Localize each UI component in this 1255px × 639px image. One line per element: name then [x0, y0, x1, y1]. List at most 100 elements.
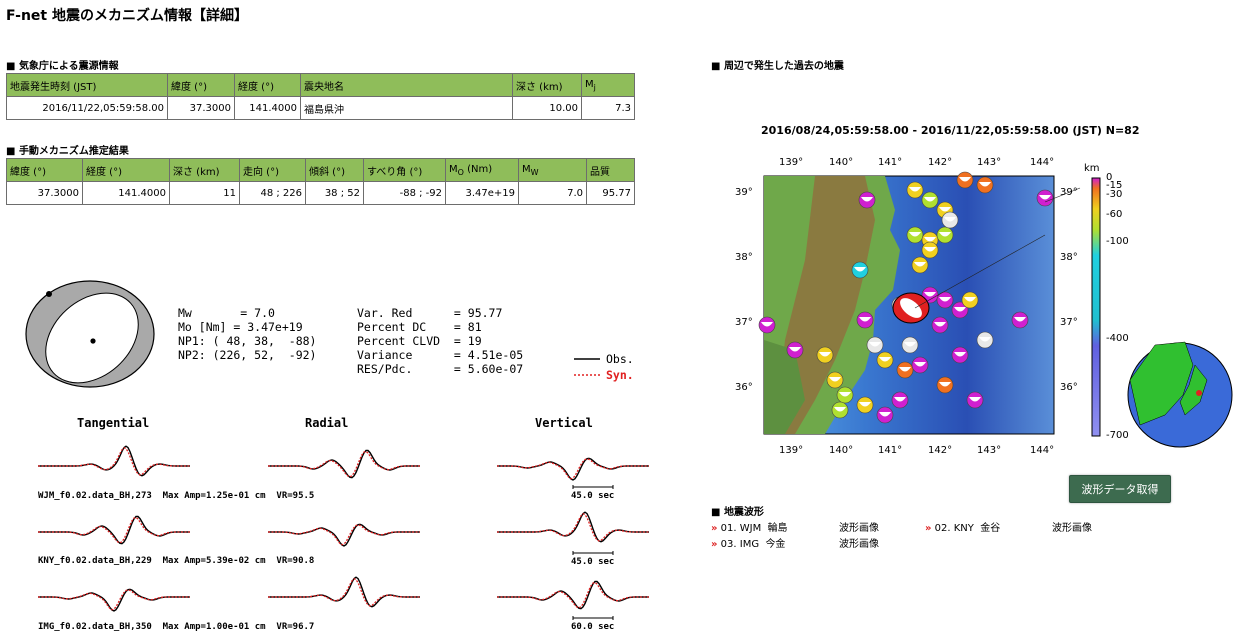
earthquake-marker-nodal: [924, 247, 936, 252]
double-arrow-icon: »: [711, 523, 718, 534]
depth-unit: km: [1084, 163, 1100, 174]
mech-col-lat: 緯度 (°): [6, 158, 83, 182]
earthquake-marker-nodal: [939, 232, 951, 237]
lon-tick-top: 144°: [1030, 157, 1055, 168]
earthquake-marker-nodal: [924, 237, 936, 242]
mech-strike: 48 ; 226: [239, 181, 306, 205]
legend-syn: Syn.: [606, 368, 634, 382]
earthquake-marker-nodal: [909, 187, 921, 192]
earthquake-marker-nodal: [909, 232, 921, 237]
col-radial: Radial: [305, 416, 349, 430]
observed-trace: [38, 445, 190, 477]
time-scale-bar: [572, 485, 614, 489]
mech-data-row: 37.3000 141.4000 11 48 ; 226 38 ; 52 -88…: [6, 181, 635, 205]
earthquake-marker-nodal: [854, 267, 866, 272]
mech-heading: 手動メカニズム推定結果: [6, 142, 129, 157]
earthquake-marker-nodal: [959, 177, 971, 182]
earthquake-marker-nodal: [924, 292, 936, 297]
jma-col-lon: 経度 (°): [234, 73, 301, 97]
earthquake-marker-nodal: [954, 307, 966, 312]
earthquake-marker-nodal: [979, 337, 991, 342]
earthquake-marker-nodal: [899, 367, 911, 372]
synthetic-trace: [268, 578, 420, 607]
wave-item-kny: » 02. KNY 金谷: [925, 519, 1000, 534]
depth-tick: -60: [1106, 209, 1123, 220]
waveform-plots: [38, 445, 649, 620]
observed-trace: [38, 588, 190, 612]
earthquake-marker-nodal: [869, 342, 881, 347]
station-label-kny: KNY_f0.02.data_BH,229 Max Amp=5.39e-02 c…: [38, 556, 315, 566]
lon-tick-bottom: 142°: [928, 445, 953, 456]
mech-col-strike: 走向 (°): [239, 158, 306, 182]
mech-header-row: 緯度 (°) 経度 (°) 深さ (km) 走向 (°) 傾斜 (°) すべり角…: [6, 158, 635, 182]
jma-lat: 37.3000: [167, 96, 235, 120]
station-label-wjm: WJM_f0.02.data_BH,273 Max Amp=1.25e-01 c…: [38, 491, 315, 501]
observed-trace: [268, 576, 420, 608]
lon-tick-bottom: 139°: [779, 445, 804, 456]
synthetic-trace: [497, 513, 649, 542]
mech-col-depth: 深さ (km): [169, 158, 240, 182]
earthquake-marker-nodal: [829, 377, 841, 382]
wave-item-wjm: » 01. WJM 輪島: [711, 519, 788, 534]
jma-region: 福島県沖: [300, 96, 513, 120]
depth-tick: -30: [1106, 189, 1123, 200]
legend-lines-icon: [574, 358, 600, 376]
params-right: Var. Red = 95.77 Percent DC = 81 Percent…: [357, 306, 523, 376]
jma-data-row: 2016/11/22,05:59:58.00 37.3000 141.4000 …: [6, 96, 635, 120]
mech-dip: 38 ; 52: [305, 181, 364, 205]
earthquake-marker-nodal: [939, 297, 951, 302]
jma-col-lat: 緯度 (°): [167, 73, 235, 97]
wave-link-kny[interactable]: 波形画像: [1052, 523, 1092, 534]
earthquake-marker-nodal: [819, 352, 831, 357]
synthetic-trace: [268, 450, 420, 478]
jma-col-time: 地震発生時刻 (JST): [6, 73, 168, 97]
col-vertical: Vertical: [535, 416, 593, 430]
wave-item-name: 今金: [765, 539, 786, 550]
mech-rake: -88 ; -92: [363, 181, 446, 205]
wave-item-img: » 03. IMG 今金: [711, 535, 785, 550]
lat-tick-right: 38°: [1060, 252, 1078, 263]
earthquake-marker-nodal: [859, 402, 871, 407]
earthquake-marker-nodal: [904, 342, 916, 347]
earthquake-marker-nodal: [879, 357, 891, 362]
wave-link-wjm[interactable]: 波形画像: [839, 523, 879, 534]
double-arrow-icon: »: [925, 523, 932, 534]
synthetic-trace: [38, 447, 190, 476]
jma-table: 地震発生時刻 (JST) 緯度 (°) 経度 (°) 震央地名 深さ (km) …: [6, 73, 635, 120]
wave-item-code: 01. WJM: [720, 523, 762, 534]
lon-tick-bottom: 140°: [829, 445, 854, 456]
wave-item-code: 02. KNY: [934, 523, 974, 534]
map-title: 2016/08/24,05:59:58.00 - 2016/11/22,05:5…: [761, 124, 1140, 137]
depth-colorbar: [1091, 177, 1101, 437]
earthquake-marker-nodal: [761, 322, 773, 327]
lon-tick-top: 140°: [829, 157, 854, 168]
synthetic-trace: [497, 581, 649, 609]
earthquake-marker-nodal: [969, 397, 981, 402]
lat-tick-right: 36°: [1060, 382, 1078, 393]
scale-label-wjm: 45.0 sec: [571, 491, 615, 501]
beachball-icon: [25, 280, 155, 388]
double-arrow-icon: »: [711, 539, 718, 550]
wave-item-name: 金谷: [980, 523, 1001, 534]
param-dc: Percent DC = 81: [357, 320, 482, 334]
lat-tick-right: 39°: [1060, 187, 1078, 198]
wave-item-code: 03. IMG: [720, 539, 760, 550]
earthquake-marker-nodal: [939, 207, 951, 212]
mech-mo: 3.47e+19: [445, 181, 519, 205]
wave-link-img[interactable]: 波形画像: [839, 539, 879, 550]
earthquake-marker-nodal: [1014, 317, 1026, 322]
earthquake-marker-nodal: [979, 182, 991, 187]
mech-lon: 141.4000: [82, 181, 170, 205]
depth-tick: -700: [1106, 430, 1129, 441]
station-label-img: IMG_f0.02.data_BH,350 Max Amp=1.00e-01 c…: [38, 622, 315, 632]
earthquake-marker-nodal: [894, 397, 906, 402]
jma-lon: 141.4000: [234, 96, 301, 120]
depth-tick: -100: [1106, 236, 1129, 247]
download-waveform-button[interactable]: 波形データ取得: [1069, 475, 1171, 503]
mainshock-nodal: [900, 298, 922, 318]
synthetic-trace: [268, 524, 420, 546]
mech-depth: 11: [169, 181, 240, 205]
mech-quality: 95.77: [586, 181, 635, 205]
lat-tick-left: 38°: [735, 252, 753, 263]
param-np2: NP2: (226, 52, -92): [178, 348, 317, 362]
